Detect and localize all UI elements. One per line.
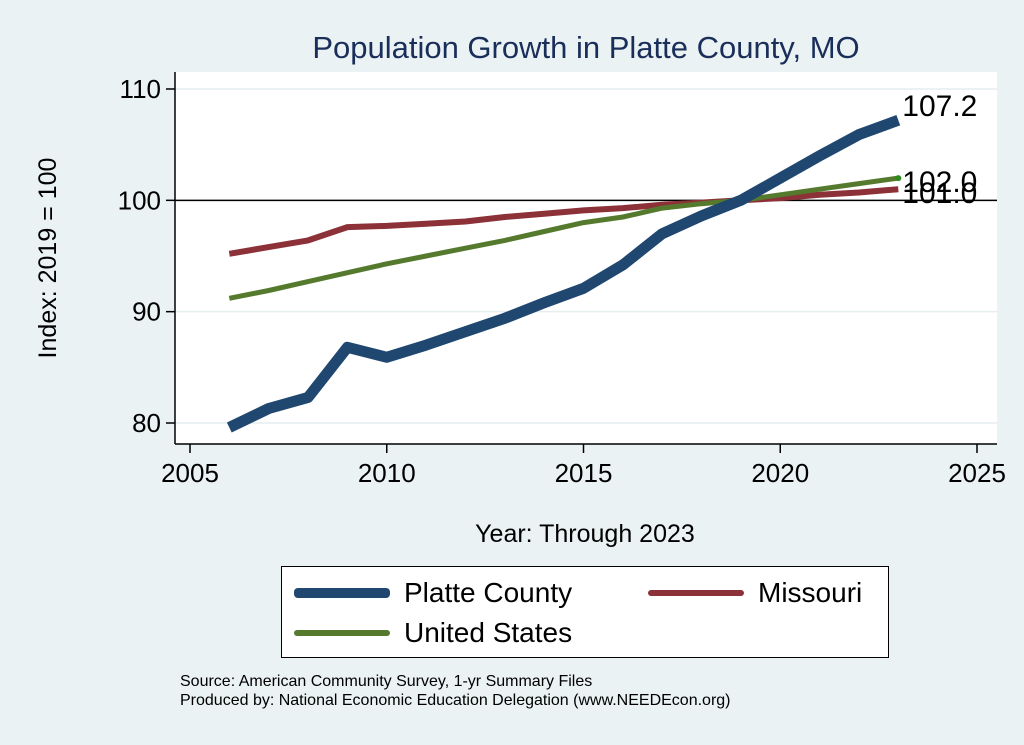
legend: Platte County Missouri United States [281,566,889,658]
legend-swatch-missouri [648,590,744,596]
y-tick-label-80: 80 [132,408,161,438]
legend-swatch-united-states [294,630,390,636]
legend-item-united-states: United States [294,617,572,649]
legend-swatch-platte-county [294,588,390,598]
series-line-platte-county [226,115,901,433]
x-tick-label-2020: 2020 [751,458,809,488]
y-tick-label-110: 110 [120,74,161,104]
legend-item-platte-county: Platte County [294,577,572,609]
y-tick-label-100: 100 [118,185,161,215]
series-end-marker-united-states [895,175,902,182]
end-label-missouri: 101.0 [902,177,977,210]
y-tick-label-90: 90 [132,297,161,327]
end-label-platte-county: 107.2 [902,90,977,123]
footer: Source: American Community Survey, 1-yr … [180,672,731,710]
series-line-united-states [228,175,899,301]
legend-item-missouri: Missouri [648,577,862,609]
y-axis-label: Index: 2019 = 100 [34,158,62,359]
legend-label-missouri: Missouri [758,577,863,608]
producer-note: Produced by: National Economic Education… [180,692,731,709]
chart-title: Population Growth in Platte County, MO [312,30,859,65]
source-note: Source: American Community Survey, 1-yr … [180,673,593,690]
end-label-united-states: 102.0 [902,166,977,199]
x-tick-label-2025: 2025 [948,458,1006,488]
legend-label-united-states: United States [404,617,573,648]
series-line-missouri [228,186,899,257]
x-tick-label-2010: 2010 [358,458,416,488]
x-axis-label: Year: Through 2023 [475,520,695,548]
x-tick-label-2015: 2015 [555,458,613,488]
legend-label-platte-county: Platte County [404,577,573,608]
x-tick-label-2005: 2005 [161,458,219,488]
